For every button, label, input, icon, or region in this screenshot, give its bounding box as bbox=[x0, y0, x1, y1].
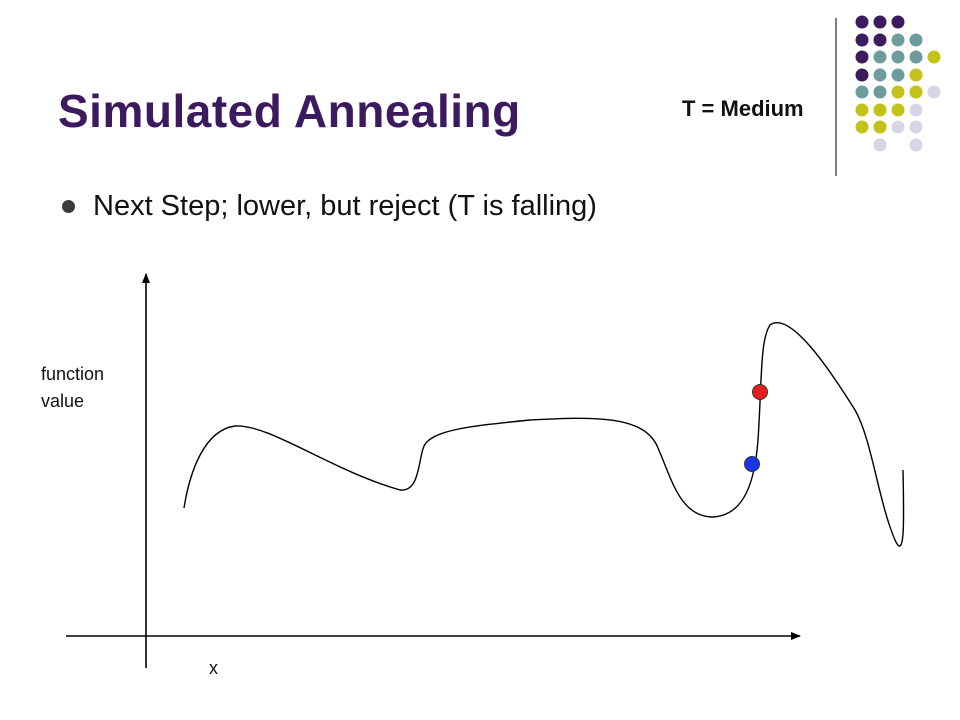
deco-dot bbox=[909, 33, 923, 47]
deco-dot bbox=[891, 85, 905, 99]
bullet-item: Next Step; lower, but reject (T is falli… bbox=[62, 190, 597, 223]
deco-dot bbox=[855, 120, 869, 134]
deco-dot bbox=[909, 103, 923, 117]
deco-dot bbox=[855, 103, 869, 117]
temperature-label: T = Medium bbox=[682, 96, 804, 121]
deco-dot bbox=[909, 120, 923, 134]
deco-dot bbox=[927, 85, 941, 99]
deco-dot bbox=[855, 15, 869, 29]
slide-title: Simulated Annealing bbox=[58, 85, 521, 137]
deco-dot bbox=[873, 120, 887, 134]
bullet-text: Next Step; lower, but reject (T is falli… bbox=[93, 190, 597, 222]
bullet-icon bbox=[62, 200, 75, 213]
deco-dot bbox=[891, 68, 905, 82]
deco-dot bbox=[891, 103, 905, 117]
deco-dot bbox=[873, 138, 887, 152]
deco-dot bbox=[855, 50, 869, 64]
deco-dot bbox=[927, 50, 941, 64]
deco-dot bbox=[873, 85, 887, 99]
deco-dot bbox=[909, 68, 923, 82]
deco-dot bbox=[909, 85, 923, 99]
current-state-point bbox=[752, 384, 768, 400]
deco-dot bbox=[855, 33, 869, 47]
deco-dot bbox=[873, 68, 887, 82]
deco-dot bbox=[855, 85, 869, 99]
deco-dot bbox=[873, 50, 887, 64]
decorative-dot-grid bbox=[835, 15, 941, 176]
x-axis-label: x bbox=[209, 658, 218, 678]
deco-dot bbox=[891, 15, 905, 29]
proposed-step-point bbox=[744, 456, 760, 472]
dot-group bbox=[855, 15, 941, 152]
deco-dot bbox=[909, 138, 923, 152]
y-axis-label-line2: value bbox=[41, 391, 85, 411]
deco-dot bbox=[891, 120, 905, 134]
y-axis-label-line1: function bbox=[41, 364, 105, 384]
deco-dot bbox=[855, 68, 869, 82]
function-curve bbox=[183, 322, 905, 547]
deco-dot bbox=[891, 33, 905, 47]
deco-dot bbox=[909, 50, 923, 64]
deco-dot bbox=[873, 15, 887, 29]
deco-dot bbox=[873, 33, 887, 47]
deco-dot bbox=[891, 50, 905, 64]
deco-dot bbox=[873, 103, 887, 117]
y-axis-label: function value bbox=[41, 361, 151, 415]
